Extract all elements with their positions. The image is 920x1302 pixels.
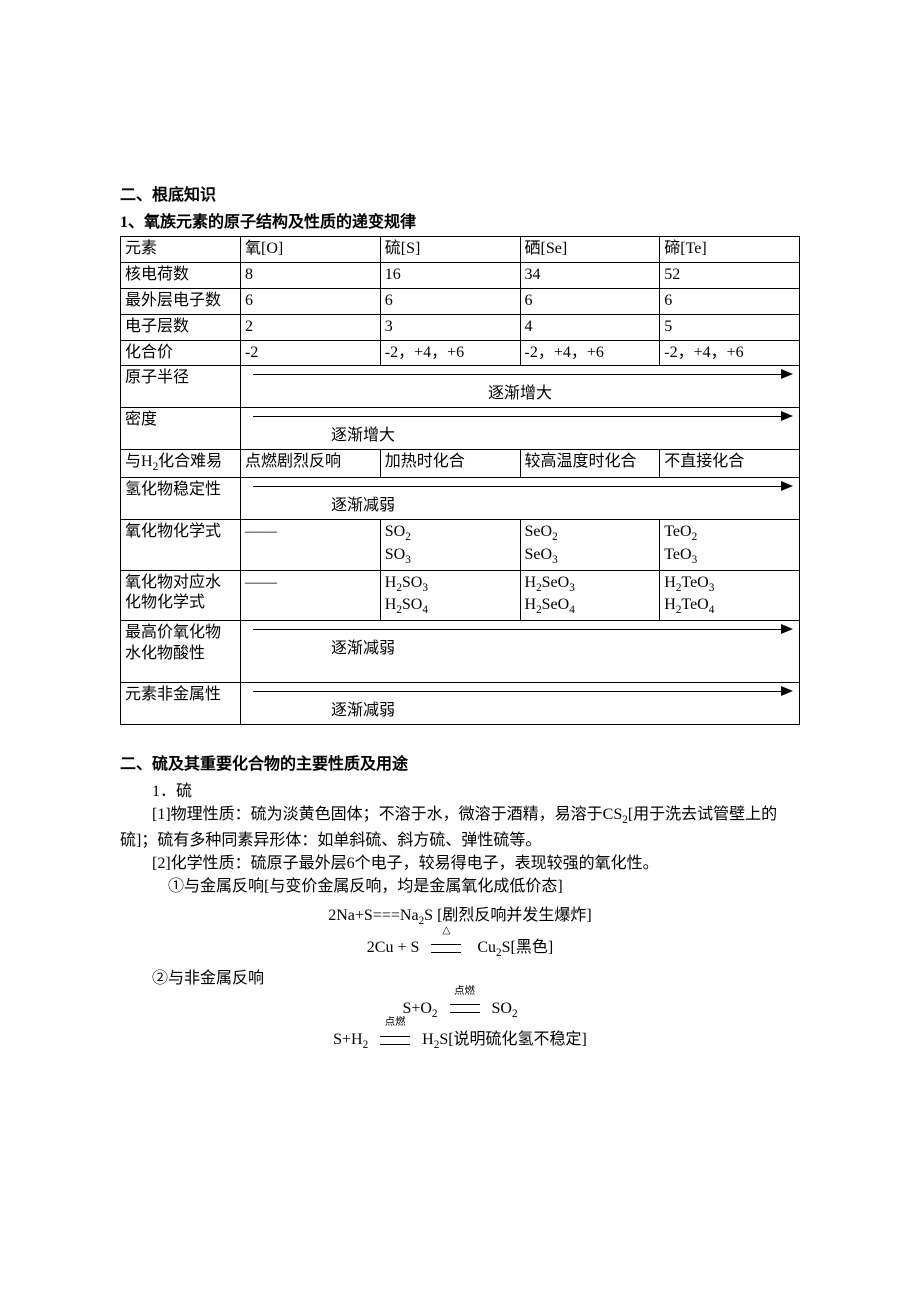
cell: 2 — [241, 314, 381, 340]
eq-note: [剧烈反响并发生爆炸] — [433, 907, 592, 924]
cell: 硫[S] — [380, 237, 520, 263]
cell: 8 — [241, 263, 381, 289]
paragraph: [2]化学性质：硫原子最外层6个电子，较易得电子，表现较强的氧化性。 — [120, 852, 800, 875]
cell: -2 — [241, 340, 381, 366]
trend-cell: 逐渐减弱 — [241, 621, 800, 683]
arrow-line-icon — [253, 374, 783, 375]
cell-label: 核电荷数 — [121, 263, 241, 289]
cell: 52 — [660, 263, 800, 289]
trend-label: 逐渐减弱 — [331, 701, 395, 722]
cell-label: 最高价氧化物水化物酸性 — [121, 621, 241, 683]
trend-cell: 逐渐增大 — [241, 408, 800, 450]
table-row: 氢化物稳定性 逐渐减弱 — [121, 478, 800, 520]
condition-label: 点燃 — [444, 987, 486, 997]
table-row: 核电荷数 8 16 34 52 — [121, 263, 800, 289]
cell: 加热时化合 — [380, 450, 520, 478]
table-row: 原子半径 逐渐增大 — [121, 366, 800, 408]
cell: -2，+4，+6 — [660, 340, 800, 366]
cell-label: 氢化物稳定性 — [121, 478, 241, 520]
cell: 34 — [520, 263, 660, 289]
equation: S+O2 点燃 SO2 — [120, 997, 800, 1022]
cell: 硒[Se] — [520, 237, 660, 263]
equation: S+H2 点燃 H2S[说明硫化氢不稳定] — [120, 1028, 800, 1053]
cell-label: 元素 — [121, 237, 241, 263]
cell: 6 — [660, 288, 800, 314]
trend-label: 逐渐减弱 — [331, 639, 395, 660]
reaction-arrow-icon: 点燃 — [374, 1028, 416, 1051]
periodic-trend-table: 元素 氧[O] 硫[S] 硒[Se] 碲[Te] 核电荷数 8 16 34 52… — [120, 236, 800, 725]
arrow-head-icon — [781, 624, 793, 634]
cell: 碲[Te] — [660, 237, 800, 263]
cell-label: 最外层电子数 — [121, 288, 241, 314]
cell-label: 氧化物化学式 — [121, 520, 241, 571]
cell-label: 电子层数 — [121, 314, 241, 340]
cell: —— — [241, 570, 381, 621]
cell-label: 原子半径 — [121, 366, 241, 408]
paragraph: [1]物理性质：硫为淡黄色固体；不溶于水，微溶于酒精，易溶于CS2[用于洗去试管… — [120, 803, 800, 852]
cell-label: 密度 — [121, 408, 241, 450]
cell: 较高温度时化合 — [520, 450, 660, 478]
cell: H2TeO3H2TeO4 — [660, 570, 800, 621]
table-row: 元素 氧[O] 硫[S] 硒[Se] 碲[Te] — [121, 237, 800, 263]
cell: 不直接化合 — [660, 450, 800, 478]
arrow-line-icon — [253, 486, 783, 487]
cell-label: 与H2化合难易 — [121, 450, 241, 478]
equation: 2Cu + S △ Cu2S[黑色] — [120, 936, 800, 961]
arrow-line-icon — [253, 691, 783, 692]
paragraph: ①与金属反响[与变价金属反响，均是金属氧化成低价态] — [120, 875, 800, 898]
cell: 6 — [520, 288, 660, 314]
trend-label: 逐渐增大 — [241, 384, 799, 405]
table-row: 最高价氧化物水化物酸性 逐渐减弱 — [121, 621, 800, 683]
cell: 3 — [380, 314, 520, 340]
cell: TeO2TeO3 — [660, 520, 800, 571]
arrow-head-icon — [781, 369, 793, 379]
table-row: 化合价 -2 -2，+4，+6 -2，+4，+6 -2，+4，+6 — [121, 340, 800, 366]
trend-cell: 逐渐减弱 — [241, 683, 800, 725]
document-page: 二、根底知识 1、氧族元素的原子结构及性质的递变规律 元素 氧[O] 硫[S] … — [0, 0, 920, 1302]
table-row: 最外层电子数 6 6 6 6 — [121, 288, 800, 314]
cell: SeO2SeO3 — [520, 520, 660, 571]
condition-label: △ — [425, 926, 467, 936]
cell: SO2SO3 — [380, 520, 520, 571]
arrow-head-icon — [781, 411, 793, 421]
paragraph: 1．硫 — [120, 780, 800, 803]
section-a-subheading: 1、氧族元素的原子结构及性质的递变规律 — [120, 211, 800, 234]
trend-label: 逐渐减弱 — [331, 496, 395, 517]
cell-label: 元素非金属性 — [121, 683, 241, 725]
trend-label: 逐渐增大 — [331, 426, 395, 447]
arrow-head-icon — [781, 686, 793, 696]
condition-label: 点燃 — [374, 1018, 416, 1028]
trend-cell: 逐渐增大 — [241, 366, 800, 408]
cell: 4 — [520, 314, 660, 340]
table-row: 与H2化合难易 点燃剧烈反响 加热时化合 较高温度时化合 不直接化合 — [121, 450, 800, 478]
table-row: 元素非金属性 逐渐减弱 — [121, 683, 800, 725]
trend-cell: 逐渐减弱 — [241, 478, 800, 520]
cell: —— — [241, 520, 381, 571]
cell: H2SeO3H2SeO4 — [520, 570, 660, 621]
table-row: 氧化物对应水化物化学式 —— H2SO3H2SO4 H2SeO3H2SeO4 H… — [121, 570, 800, 621]
cell: -2，+4，+6 — [520, 340, 660, 366]
table-row: 电子层数 2 3 4 5 — [121, 314, 800, 340]
cell-label: 氧化物对应水化物化学式 — [121, 570, 241, 621]
cell: -2，+4，+6 — [380, 340, 520, 366]
cell: 16 — [380, 263, 520, 289]
section-b-heading: 二、硫及其重要化合物的主要性质及用途 — [120, 753, 800, 776]
cell: 氧[O] — [241, 237, 381, 263]
cell: 6 — [380, 288, 520, 314]
arrow-line-icon — [253, 629, 783, 630]
cell: 6 — [241, 288, 381, 314]
table-row: 氧化物化学式 —— SO2SO3 SeO2SeO3 TeO2TeO3 — [121, 520, 800, 571]
cell: 点燃剧烈反响 — [241, 450, 381, 478]
reaction-arrow-icon: 点燃 — [444, 997, 486, 1020]
table-row: 密度 逐渐增大 — [121, 408, 800, 450]
section-a-heading: 二、根底知识 — [120, 184, 800, 207]
arrow-head-icon — [781, 481, 793, 491]
reaction-arrow-icon: △ — [425, 936, 467, 959]
cell-label: 化合价 — [121, 340, 241, 366]
cell: 5 — [660, 314, 800, 340]
arrow-line-icon — [253, 416, 783, 417]
cell: H2SO3H2SO4 — [380, 570, 520, 621]
